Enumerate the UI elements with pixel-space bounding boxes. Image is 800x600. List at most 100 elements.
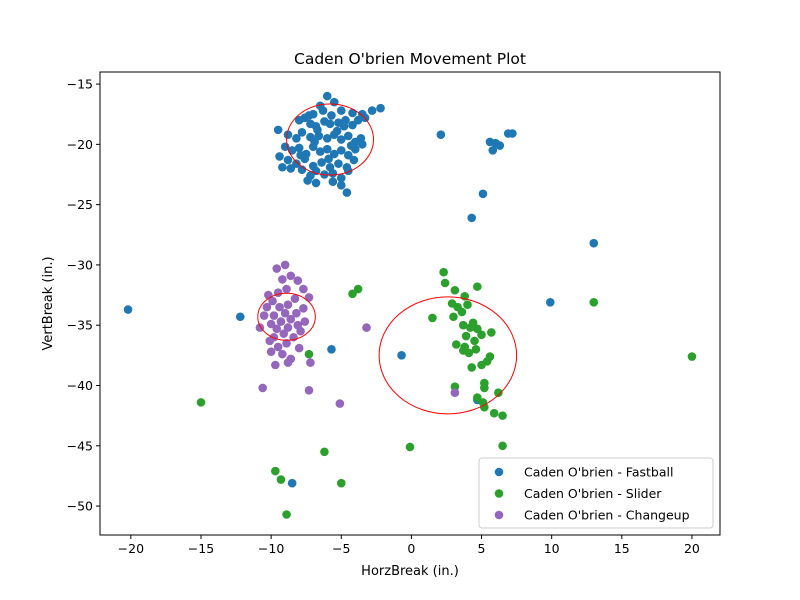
data-point <box>495 141 505 150</box>
data-point <box>276 317 286 326</box>
data-point <box>343 131 353 141</box>
data-point <box>450 382 460 392</box>
data-point <box>508 129 517 138</box>
data-point <box>328 168 338 178</box>
data-point <box>545 297 555 307</box>
data-point <box>286 164 296 173</box>
data-point <box>348 120 357 130</box>
x-tick-label: 20 <box>684 541 700 556</box>
y-axis: −15 −20 −25 −30 −35 −40 −45 −50 <box>67 77 100 514</box>
data-point <box>297 127 307 137</box>
plot-area <box>123 91 697 519</box>
data-point <box>336 478 346 488</box>
data-point <box>473 324 482 334</box>
data-point <box>367 106 377 115</box>
data-point <box>336 106 346 115</box>
data-point <box>279 329 289 338</box>
data-point <box>296 150 305 160</box>
data-point <box>283 155 293 165</box>
data-point <box>315 147 325 156</box>
data-point <box>451 340 461 349</box>
data-point <box>336 135 346 144</box>
data-point <box>473 393 482 402</box>
data-point <box>271 466 280 476</box>
data-point <box>336 181 346 190</box>
data-point <box>325 119 335 129</box>
data-point <box>278 162 287 172</box>
legend-label: Caden O'brien - Slider <box>524 486 662 501</box>
data-point <box>303 176 312 185</box>
data-point <box>334 159 343 168</box>
data-point <box>266 319 276 329</box>
data-point <box>282 510 291 519</box>
data-point <box>467 213 477 223</box>
data-point <box>278 349 287 359</box>
y-tick-label: −30 <box>67 257 93 272</box>
x-tick-label: 10 <box>544 541 560 556</box>
data-point <box>405 442 415 452</box>
data-point <box>589 238 599 248</box>
data-point <box>457 307 467 317</box>
y-tick-label: −35 <box>67 318 93 333</box>
legend-box <box>478 457 714 529</box>
data-point <box>282 284 291 294</box>
data-point <box>336 146 346 155</box>
data-point <box>322 134 332 143</box>
legend-label: Caden O'brien - Fastball <box>524 465 673 480</box>
legend-item-1: Caden O'brien - Slider <box>494 486 662 501</box>
data-point <box>336 173 346 183</box>
data-point <box>498 411 507 420</box>
data-point <box>450 285 460 295</box>
data-point <box>349 155 359 165</box>
data-point <box>306 358 315 367</box>
legend-marker <box>494 510 504 520</box>
data-point <box>494 388 503 398</box>
data-point <box>273 288 283 297</box>
data-point <box>358 140 367 149</box>
data-point <box>362 323 371 332</box>
legend-marker <box>494 467 504 477</box>
data-point <box>343 150 353 160</box>
data-point <box>329 149 339 159</box>
y-tick-label: −20 <box>67 137 93 152</box>
data-point <box>440 278 450 288</box>
data-point <box>332 126 342 136</box>
series-2 <box>255 260 460 408</box>
y-tick-label: −15 <box>67 77 93 92</box>
data-point <box>292 134 301 143</box>
data-point <box>687 352 697 361</box>
data-point <box>283 300 293 310</box>
data-point <box>268 296 277 306</box>
data-point <box>275 302 284 312</box>
data-point <box>498 441 507 451</box>
chart-title: Caden O'brien Movement Plot <box>294 50 526 68</box>
x-tick-label: −5 <box>332 541 350 556</box>
data-point <box>276 475 286 484</box>
data-point <box>235 312 245 322</box>
data-point <box>304 293 314 302</box>
cluster-ellipse-1 <box>257 292 316 341</box>
data-point <box>335 399 345 408</box>
y-tick-label: −50 <box>67 499 93 514</box>
data-point <box>353 284 363 294</box>
data-point <box>480 402 489 412</box>
data-point <box>299 304 308 313</box>
data-point <box>477 330 486 340</box>
data-point <box>461 331 471 341</box>
data-point <box>258 383 268 393</box>
data-point <box>282 338 291 348</box>
data-point <box>294 115 304 125</box>
y-tick-label: −25 <box>67 197 93 212</box>
data-point <box>283 358 293 367</box>
data-point <box>478 189 488 199</box>
data-point <box>313 125 322 135</box>
data-point <box>477 360 486 370</box>
data-point <box>292 308 301 318</box>
data-point <box>294 143 304 153</box>
data-point <box>304 111 314 120</box>
data-point <box>294 343 304 353</box>
data-point <box>292 159 301 168</box>
data-point <box>348 108 357 118</box>
data-point <box>286 314 296 324</box>
